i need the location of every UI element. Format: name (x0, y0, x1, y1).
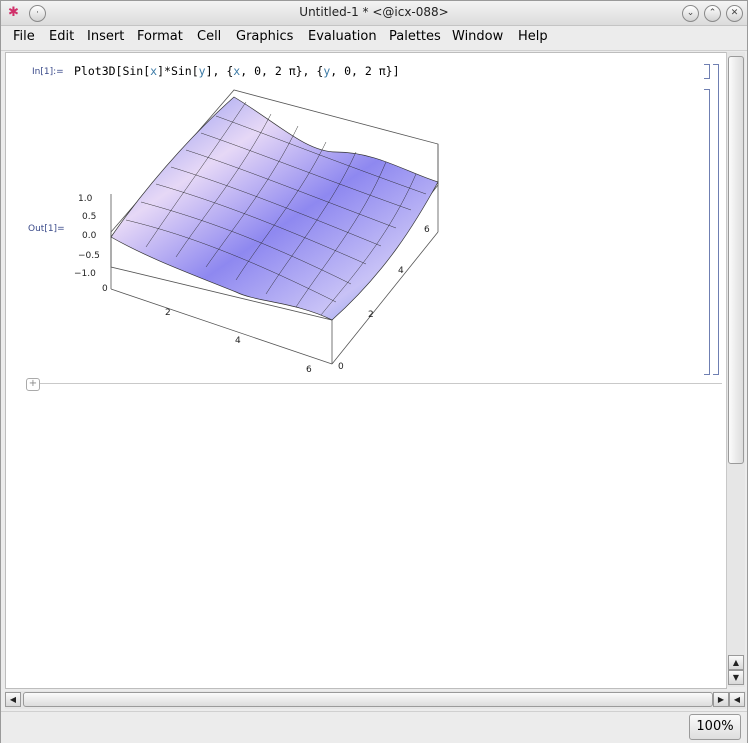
surface-mesh (125, 101, 427, 316)
z-tick-label: 0.5 (82, 212, 96, 222)
y-tick-label: 2 (368, 310, 374, 320)
menu-cell[interactable]: Cell (197, 29, 222, 44)
output-cell-bracket[interactable] (704, 89, 710, 375)
z-tick-label: −1.0 (74, 269, 96, 279)
menu-palettes[interactable]: Palettes (389, 29, 441, 44)
menu-format[interactable]: Format (137, 29, 183, 44)
code-text: Plot3D[Sin[ (74, 64, 151, 78)
scroll-down-icon[interactable]: ▼ (728, 670, 744, 685)
vertical-scroll-thumb[interactable] (728, 56, 744, 464)
code-text: , 0, 2 π}, { (240, 64, 324, 78)
add-cell-icon[interactable]: + (26, 378, 40, 391)
box-edge (331, 231, 439, 365)
output-label: Out[1]= (28, 224, 65, 234)
vertical-scrollbar[interactable]: ▲ ▼ (726, 52, 745, 687)
horizontal-scrollbar[interactable]: ◀ ▶ ◀ (5, 691, 746, 709)
z-tick-label: 1.0 (78, 194, 93, 204)
menu-file[interactable]: File (13, 29, 35, 44)
zoom-selector[interactable]: 100% (689, 714, 741, 740)
scroll-right-icon[interactable]: ▶ (713, 692, 729, 707)
maximize-button[interactable]: ⌃ (704, 5, 721, 22)
input-cell-bracket[interactable] (704, 64, 710, 79)
z-tick-label: −0.5 (78, 251, 100, 261)
cell-insertion-line[interactable] (26, 383, 722, 384)
code-variable: x (150, 64, 158, 78)
x-tick-label: 2 (165, 308, 171, 318)
input-cell-code[interactable]: Plot3D[Sin[x]*Sin[y], {x, 0, 2 π}, {y, 0… (74, 64, 400, 78)
menu-edit[interactable]: Edit (49, 29, 75, 44)
plot3d-graphic[interactable]: 1.0 0.5 0.0 −0.5 −1.0 0 2 4 6 0 2 4 6 (66, 83, 446, 378)
window-title: Untitled-1 * <@icx-088> (299, 5, 449, 19)
menu-insert[interactable]: Insert (87, 29, 125, 44)
code-variable: x (233, 64, 241, 78)
horizontal-scroll-thumb[interactable] (23, 692, 713, 707)
notebook-document[interactable]: In[1]:= Plot3D[Sin[x]*Sin[y], {x, 0, 2 π… (5, 52, 727, 689)
z-tick-label: 0.0 (82, 231, 97, 241)
box-edge (110, 288, 333, 365)
x-tick-label: 6 (306, 365, 312, 375)
title-bar[interactable]: ✱ · Untitled-1 * <@icx-088> ⌄ ⌃ ✕ (1, 1, 747, 26)
group-cell-bracket[interactable] (713, 64, 719, 375)
x-tick-label: 0 (102, 284, 108, 294)
status-bar: 100% (1, 711, 747, 743)
close-button[interactable]: ✕ (726, 5, 743, 22)
scroll-right-end-icon[interactable]: ◀ (729, 692, 745, 707)
menu-evaluation[interactable]: Evaluation (308, 29, 377, 44)
menu-window[interactable]: Window (452, 29, 504, 44)
y-tick-label: 6 (424, 225, 430, 235)
input-label: In[1]:= (32, 67, 64, 77)
y-tick-label: 4 (398, 266, 404, 276)
code-text: , 0, 2 π}] (330, 64, 400, 78)
y-tick-label: 0 (338, 362, 344, 372)
code-variable: y (198, 64, 206, 78)
menu-bar: File Edit Insert Format Cell Graphics Ev… (1, 26, 747, 51)
shade-button[interactable]: · (29, 5, 46, 22)
minimize-button[interactable]: ⌄ (682, 5, 699, 22)
code-text: ], { (205, 64, 234, 78)
code-text: ]*Sin[ (157, 64, 199, 78)
scroll-left-icon[interactable]: ◀ (5, 692, 21, 707)
menu-graphics[interactable]: Graphics (236, 29, 294, 44)
x-tick-label: 4 (235, 336, 241, 346)
window-menu-icon[interactable]: ✱ (8, 5, 19, 20)
menu-help[interactable]: Help (518, 29, 548, 44)
surface (110, 96, 439, 321)
code-variable: y (323, 64, 331, 78)
scroll-up-icon[interactable]: ▲ (728, 655, 744, 670)
